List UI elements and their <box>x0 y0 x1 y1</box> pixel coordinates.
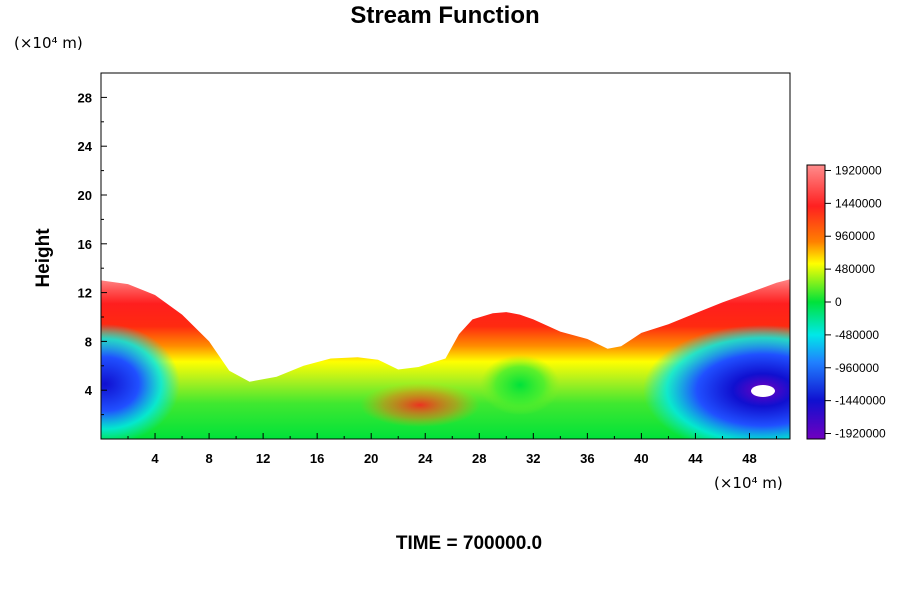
y-unit-label: (×10⁴ m) <box>14 34 83 52</box>
chart-title: Stream Function <box>350 2 539 29</box>
colorbar-label: 0 <box>835 295 842 309</box>
y-tick-label: 20 <box>78 188 92 203</box>
x-tick-label: 32 <box>526 451 540 466</box>
y-tick-label: 12 <box>78 286 92 301</box>
colorbar-label: -1440000 <box>835 394 886 408</box>
low-center-left <box>101 324 180 439</box>
colorbar-label: 960000 <box>835 229 875 243</box>
green-pocket <box>480 355 560 415</box>
x-unit-label: (×10⁴ m) <box>714 474 783 492</box>
y-tick-label: 24 <box>78 139 93 154</box>
colorbar-gradient <box>807 165 825 439</box>
x-tick-label: 12 <box>256 451 270 466</box>
colorbar-label: 1920000 <box>835 163 882 177</box>
x-tick-label: 20 <box>364 451 378 466</box>
colorbar: 1920000 1440000 960000 480000 0 -480000 -96000… <box>806 163 886 441</box>
colorbar-label: -1920000 <box>835 427 886 441</box>
red-core <box>360 383 480 427</box>
colorbar-label: 480000 <box>835 262 875 276</box>
y-tick-label: 4 <box>85 383 93 398</box>
x-tick-label: 4 <box>151 451 159 466</box>
x-tick-label: 16 <box>310 451 324 466</box>
x-tick-label: 24 <box>418 451 433 466</box>
x-tick-label: 8 <box>205 451 212 466</box>
x-tick-label: 48 <box>742 451 756 466</box>
time-label: TIME = 700000.0 <box>396 533 542 554</box>
x-tick-label: 28 <box>472 451 486 466</box>
plot-frame <box>100 72 791 440</box>
colorbar-label: 1440000 <box>835 196 882 210</box>
colorbar-label: -960000 <box>835 361 879 375</box>
colorbar-labels: 1920000 1440000 960000 480000 0 -480000 -96000… <box>825 163 886 441</box>
x-tick-label: 36 <box>580 451 594 466</box>
y-tick-label: 16 <box>78 237 92 252</box>
colorbar-label: -480000 <box>835 328 879 342</box>
y-tick-label: 28 <box>78 90 92 105</box>
x-tick-label: 40 <box>634 451 648 466</box>
white-core <box>751 385 775 397</box>
y-tick-label: 8 <box>85 334 92 349</box>
x-tick-label: 44 <box>688 451 703 466</box>
plot-area <box>101 279 790 439</box>
y-axis-label: Height <box>33 228 54 288</box>
stream-function-field <box>101 279 790 439</box>
